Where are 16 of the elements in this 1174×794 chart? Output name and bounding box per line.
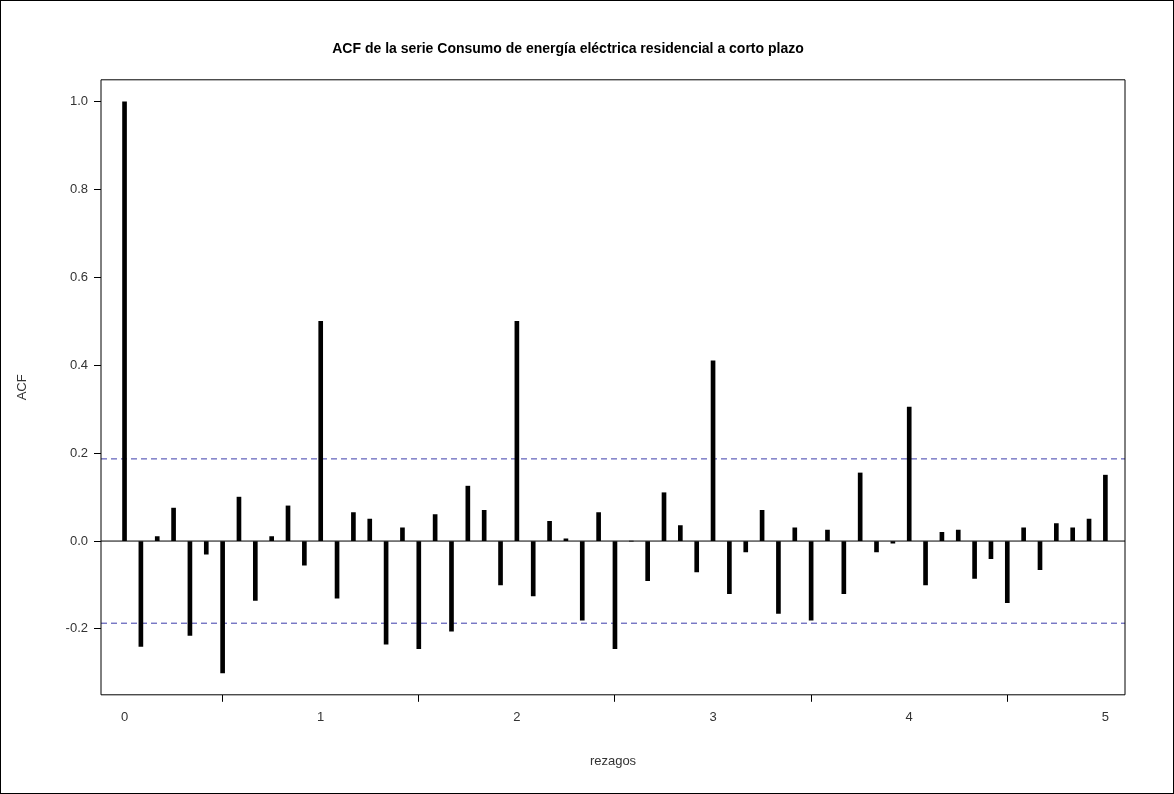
- x-axis-title: rezagos: [589, 752, 637, 768]
- x-tick-label: 2: [513, 709, 521, 725]
- chart-title: ACF de la serie Consumo de energía eléctrica residencial a corto plazo: [332, 40, 804, 57]
- y-tick-label: 0.8: [69, 181, 88, 197]
- x-tick-label: 5: [1101, 709, 1109, 725]
- y-tick-label: 0.0: [69, 532, 88, 548]
- y-tick-label: 0.4: [69, 356, 88, 372]
- y-tick-label: -0.2: [65, 620, 88, 636]
- x-tick-label: 0: [120, 709, 129, 725]
- x-tick-label: 4: [905, 709, 913, 725]
- y-axis-title: ACF: [14, 374, 30, 401]
- y-tick-label: 1.0: [69, 93, 88, 109]
- x-tick-label: 1: [317, 709, 325, 725]
- y-tick-label: 0.6: [69, 269, 88, 285]
- y-tick-label: 0.2: [69, 444, 88, 460]
- x-tick-label: 3: [709, 709, 717, 725]
